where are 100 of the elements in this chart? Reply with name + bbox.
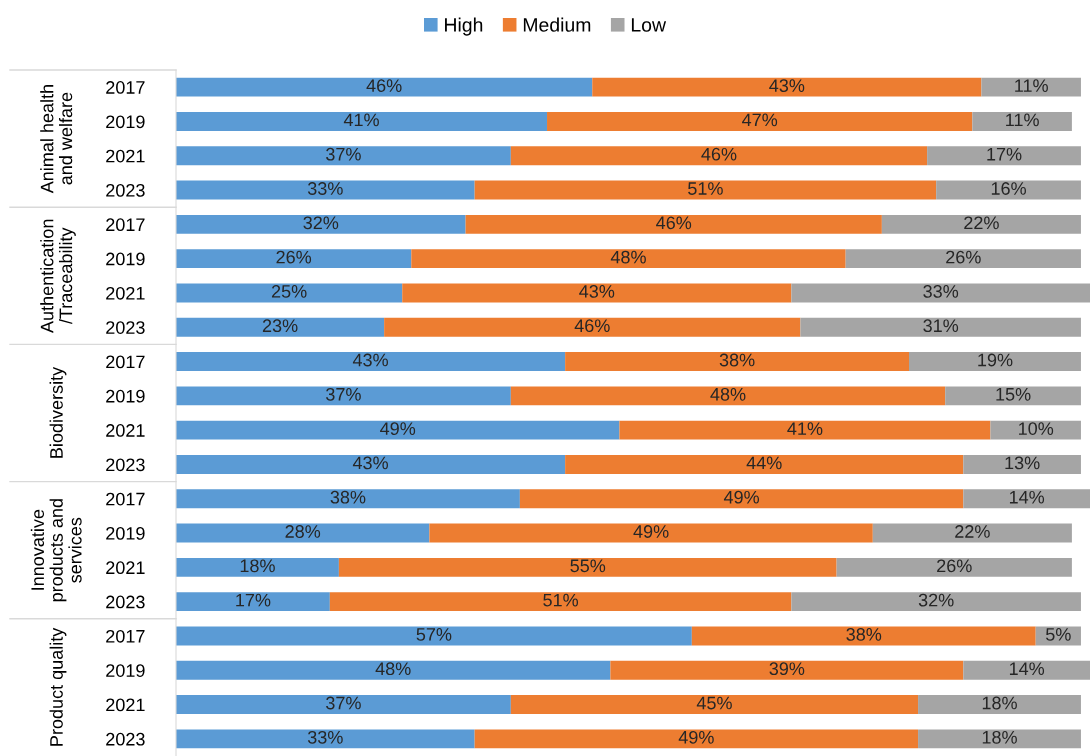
y-tick-label: 2017: [106, 218, 145, 232]
y-tick-label: 2021: [106, 286, 145, 300]
data-label: 15%: [996, 387, 1031, 401]
data-label: 31%: [923, 319, 959, 333]
bar: [547, 112, 973, 131]
text: Biodiversity: [49, 366, 67, 458]
bar: [474, 729, 919, 749]
bar: [176, 214, 466, 234]
text: Animal health and welfare: [40, 85, 73, 194]
bar: [176, 592, 330, 612]
bar: [465, 214, 882, 234]
bar: [981, 77, 1081, 97]
data-label: 33%: [307, 730, 343, 744]
data-label: 28%: [285, 525, 321, 538]
data-label: 17%: [987, 147, 1022, 161]
data-label: 33%: [923, 285, 959, 298]
bar: [510, 695, 919, 714]
data-label: 19%: [978, 353, 1013, 367]
bar: [592, 77, 982, 97]
bar: [872, 523, 1072, 543]
bar: [918, 695, 1081, 714]
y-tick-label: 2019: [106, 389, 145, 403]
data-label: 37%: [326, 696, 361, 710]
y-tick-label: 2017: [106, 81, 145, 94]
data-label: 32%: [918, 593, 954, 607]
data-label: 14%: [1009, 490, 1045, 504]
bar: [176, 660, 611, 680]
data-label: 37%: [326, 387, 361, 401]
text: Authentication /Traceability: [40, 219, 76, 333]
data-label: 46%: [366, 79, 402, 92]
y-tick-label: 2023: [106, 595, 145, 609]
data-label: 46%: [574, 319, 610, 333]
bar: [474, 180, 937, 200]
y-tick-label: 2017: [106, 629, 145, 643]
bar: [881, 214, 1081, 234]
bar: [329, 592, 792, 612]
data-label: 44%: [746, 456, 782, 470]
legend-label: High: [445, 17, 483, 36]
bar: [176, 249, 412, 269]
data-label: 25%: [271, 285, 307, 298]
data-label: 22%: [955, 525, 990, 538]
y-tick-label: 2017: [106, 492, 145, 506]
bar: [927, 146, 1081, 166]
data-label: 43%: [352, 353, 388, 367]
bar: [176, 146, 511, 166]
data-label: 16%: [991, 182, 1026, 195]
bar: [176, 420, 620, 440]
bar: [519, 489, 964, 509]
bar: [176, 695, 511, 714]
y-tick-label: 2023: [106, 321, 145, 334]
y-tick-label: 2019: [106, 252, 145, 266]
data-label: 22%: [964, 216, 999, 230]
data-label: 26%: [276, 250, 312, 264]
data-label: 39%: [769, 662, 805, 676]
data-label: 10%: [1019, 422, 1054, 435]
legend-label: Medium: [523, 17, 591, 32]
bar: [176, 112, 548, 131]
data-label: 26%: [946, 250, 981, 264]
bar: [619, 420, 991, 440]
bar: [510, 146, 928, 166]
bar: [990, 420, 1081, 440]
y-tick-label: 2023: [106, 183, 145, 197]
data-label: 18%: [982, 730, 1017, 744]
bar: [963, 489, 1090, 509]
bar: [176, 557, 339, 577]
data-label: 49%: [380, 422, 416, 435]
bar: [691, 626, 1036, 646]
bar: [384, 317, 801, 337]
data-label: 43%: [579, 285, 615, 298]
bar: [411, 249, 846, 269]
data-label: 49%: [678, 730, 714, 744]
bar: [963, 455, 1081, 474]
data-label: 13%: [1005, 456, 1040, 470]
data-label: 38%: [719, 353, 755, 367]
bar: [845, 249, 1081, 269]
data-label: 11%: [1015, 79, 1048, 92]
data-label: 33%: [307, 182, 343, 195]
data-label: 48%: [710, 387, 746, 401]
y-tick-label: 2023: [106, 458, 145, 472]
data-label: 43%: [352, 456, 388, 470]
y-tick-label: 2019: [106, 664, 145, 677]
data-label: 38%: [330, 490, 366, 504]
y-tick-label: 2023: [106, 732, 145, 746]
data-label: 55%: [570, 559, 606, 573]
bar: [176, 626, 692, 646]
bar: [791, 283, 1090, 303]
data-label: 51%: [543, 593, 579, 607]
bar: [565, 455, 964, 474]
data-label: 41%: [343, 113, 379, 127]
bar: [402, 283, 792, 303]
bar: [972, 112, 1072, 131]
bar: [918, 729, 1081, 749]
data-label: 17%: [236, 593, 271, 607]
bar: [176, 489, 520, 509]
data-label: 49%: [723, 490, 760, 504]
data-label: 37%: [326, 147, 361, 161]
data-label: 41%: [787, 422, 823, 435]
bar: [176, 729, 475, 749]
data-label: 49%: [633, 525, 669, 538]
data-label: 18%: [240, 559, 275, 573]
